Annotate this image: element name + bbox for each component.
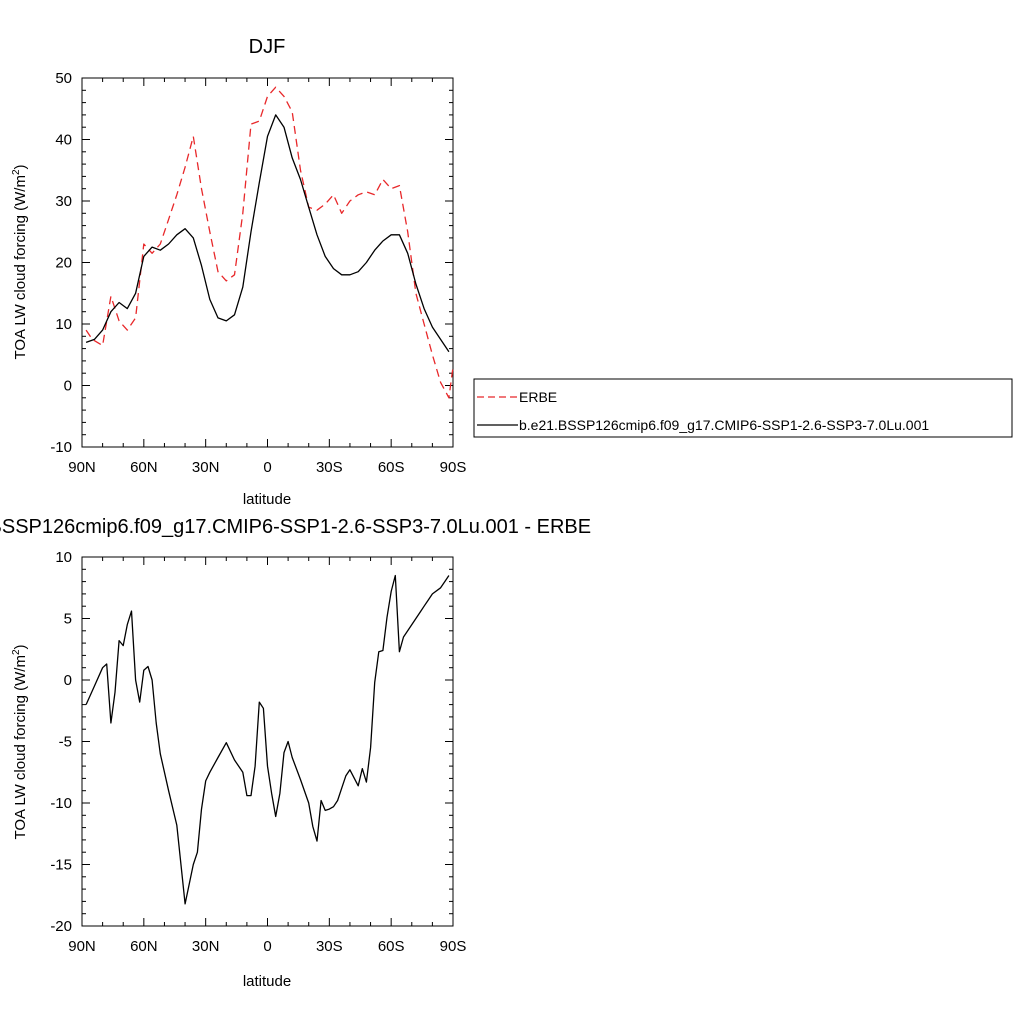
x-tick-label: 60S [378,459,405,476]
y-tick-label: 30 [55,193,72,210]
y-tick-label: 10 [55,316,72,333]
y-tick-label: 50 [55,70,72,87]
x-tick-label: 30N [192,459,220,476]
x-tick-label: 60N [130,459,158,476]
x-tick-label: 0 [263,459,271,476]
y-tick-label: -5 [59,734,72,751]
x-axis-label: latitude [243,973,291,990]
panel-bottom: b.e21.BSSP126cmip6.f09_g17.CMIP6-SSP1-2.… [0,516,591,990]
x-axis-label: latitude [243,491,291,508]
y-tick-label: 10 [55,549,72,566]
x-tick-label: 60N [130,938,158,955]
x-tick-label: 30S [316,938,343,955]
y-ticks: -20 -15 -10 -5 0 5 10 [50,549,453,935]
series-lines [85,574,450,905]
y-axis-label: TOA LW cloud forcing (W/m2) [11,644,29,839]
legend-box [473,378,1013,438]
y-ticks: -10 0 10 20 30 40 50 [50,70,453,456]
series-lines [85,86,454,399]
x-tick-label: 30S [316,459,343,476]
x-tick-label: 30N [192,938,220,955]
y-tick-label: -10 [50,439,72,456]
y-tick-label: 40 [55,132,72,149]
panel-top: DJF 90N 60N 30N 0 30S 60S 90S -10 0 10 20 30 40 50 l… [11,36,466,508]
x-tick-label: 90N [68,459,96,476]
legend-item-erbe: ERBE [519,389,557,405]
chart-title: DJF [249,36,286,58]
legend-item-model: b.e21.BSSP126cmip6.f09_g17.CMIP6-SSP1-2.… [519,417,929,433]
plot-frame [81,77,454,448]
series-line-model [85,114,450,353]
y-tick-label: -15 [50,857,72,874]
y-tick-label: -20 [50,918,72,935]
x-tick-label: 90S [440,459,467,476]
x-tick-label: 90N [68,938,96,955]
series-line-erbe [85,86,454,399]
y-tick-label: 0 [64,672,72,689]
x-ticks: 90N 60N 30N 0 30S 60S 90S [68,557,466,955]
legend: ERBE b.e21.BSSP126cmip6.f09_g17.CMIP6-SS… [473,378,1013,438]
x-tick-label: 60S [378,938,405,955]
y-axis-label: TOA LW cloud forcing (W/m2) [11,164,29,359]
chart-title-difference: b.e21.BSSP126cmip6.f09_g17.CMIP6-SSP1-2.… [0,516,591,538]
y-tick-label: 20 [55,255,72,272]
y-tick-label: 0 [64,378,72,395]
y-tick-label: -10 [50,795,72,812]
y-tick-label: 5 [64,611,72,628]
series-line-difference [85,574,450,905]
x-tick-label: 90S [440,938,467,955]
x-ticks: 90N 60N 30N 0 30S 60S 90S [68,78,466,476]
x-tick-label: 0 [263,938,271,955]
